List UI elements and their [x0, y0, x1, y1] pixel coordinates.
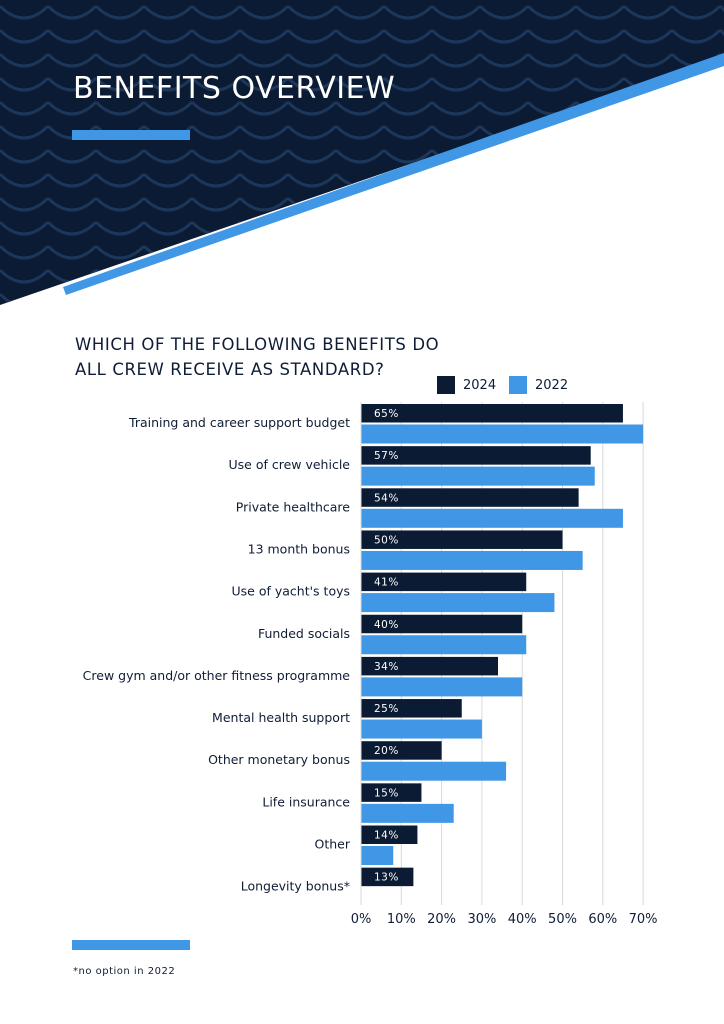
page-title: BENEFITS OVERVIEW — [73, 71, 396, 106]
x-tick-label: 50% — [548, 912, 577, 927]
bar-2024 — [361, 825, 418, 844]
x-tick-label: 40% — [508, 912, 537, 927]
category-label: Other — [315, 837, 351, 852]
bar-2024 — [361, 614, 523, 634]
category-label: Longevity bonus* — [241, 879, 350, 894]
legend-label-2022: 2022 — [535, 377, 569, 393]
bar-2022 — [361, 846, 394, 865]
bar-2024 — [361, 867, 414, 887]
data-label-2024: 15% — [374, 787, 399, 799]
data-label-2024: 13% — [374, 872, 399, 884]
bar-2024 — [361, 783, 422, 802]
legend-swatch-2024 — [437, 376, 455, 394]
data-label-2024: 41% — [374, 577, 399, 589]
bar-2022 — [361, 719, 482, 739]
bar-2024 — [361, 530, 563, 549]
footnote: *no option in 2022 — [73, 966, 176, 977]
category-label: Other monetary bonus — [208, 752, 350, 767]
data-label-2024: 34% — [374, 661, 399, 673]
category-label: Funded socials — [258, 626, 350, 641]
legend-item-2022: 2022 — [509, 376, 568, 394]
chart-title-line-2: ALL CREW RECEIVE AS STANDARD? — [75, 360, 385, 379]
bar-2024 — [361, 404, 623, 423]
bar-2022 — [361, 635, 527, 655]
legend-label-2024: 2024 — [463, 377, 497, 393]
category-label: 13 month bonus — [248, 541, 350, 556]
footer-accent-bar — [72, 940, 190, 950]
bar-2022 — [361, 550, 583, 570]
bar-2024 — [361, 446, 591, 465]
header-wave-pattern — [0, 0, 724, 305]
bar-2022 — [361, 803, 454, 823]
data-label-2024: 40% — [374, 619, 399, 631]
category-label: Life insurance — [262, 794, 350, 809]
category-label: Training and career support budget — [128, 415, 350, 430]
legend-item-2024: 2024 — [437, 376, 496, 394]
bar-2022 — [361, 424, 644, 444]
bar-2022 — [361, 677, 523, 697]
data-label-2024: 14% — [374, 830, 399, 842]
bar-2022 — [361, 761, 507, 781]
data-label-2024: 65% — [374, 408, 399, 420]
data-label-2024: 50% — [374, 534, 399, 546]
header-diagonal-stripe — [63, 53, 724, 295]
category-label: Mental health support — [212, 710, 350, 725]
bar-2024 — [361, 656, 499, 676]
bar-2024 — [361, 488, 579, 507]
x-tick-label: 70% — [629, 912, 658, 927]
chart-title-line-1: WHICH OF THE FOLLOWING BENEFITS DO — [75, 335, 440, 354]
bar-2022 — [361, 508, 623, 528]
chart-title: WHICH OF THE FOLLOWING BENEFITS DO ALL C… — [75, 332, 505, 382]
bar-2022 — [361, 593, 555, 613]
header-background — [0, 0, 724, 305]
data-label-2024: 57% — [374, 450, 399, 462]
category-label: Private healthcare — [236, 499, 351, 514]
bar-2024 — [361, 699, 462, 718]
bar-2022 — [361, 466, 595, 486]
data-label-2024: 25% — [374, 703, 399, 715]
bar-2024 — [361, 572, 527, 592]
data-label-2024: 20% — [374, 745, 399, 757]
bar-chart: 0% 10% 20% 30% 40% 50% 60% 70% Training and care… — [83, 402, 658, 927]
category-label: Use of yacht's toys — [232, 584, 350, 599]
data-label-2024: 54% — [374, 492, 399, 504]
x-tick-label: 20% — [427, 912, 456, 927]
category-label: Use of crew vehicle — [229, 457, 351, 472]
x-tick-label: 0% — [351, 912, 372, 927]
bar-2024 — [361, 741, 442, 760]
legend-swatch-2022 — [509, 376, 527, 394]
title-accent-bar — [72, 130, 190, 140]
x-tick-label: 60% — [588, 912, 617, 927]
category-label: Crew gym and/or other fitness programme — [83, 668, 351, 683]
x-tick-label: 30% — [467, 912, 496, 927]
x-tick-label: 10% — [387, 912, 416, 927]
